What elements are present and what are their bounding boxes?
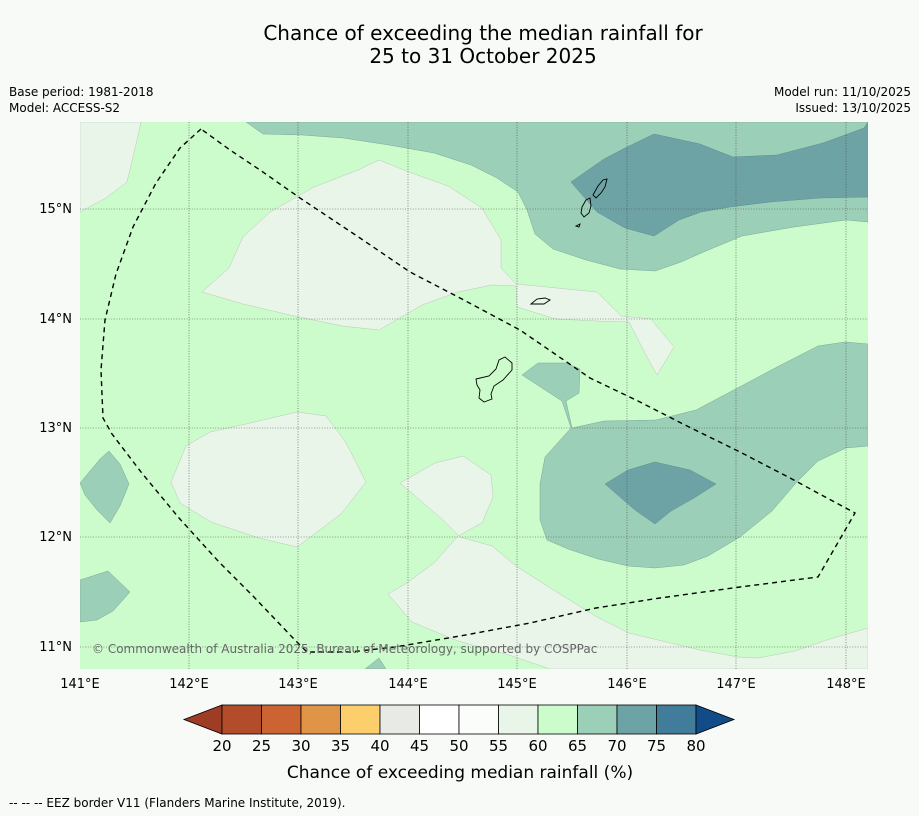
colorbar-tick-50: 50: [449, 737, 468, 755]
colorbar-box-40-45: [379, 704, 420, 735]
model-run: Model run: 11/10/2025: [773, 85, 911, 99]
colorbar-tick-20: 20: [212, 737, 231, 755]
footer-legend: -- -- -- EEZ border V11 (Flanders Marine…: [9, 796, 346, 810]
colorbar-tick-60: 60: [528, 737, 547, 755]
tinian-island: [580, 197, 592, 218]
eez-border: [100, 128, 856, 653]
lon-labels: 141°E 142°E 143°E 144°E 145°E 146°E 147°…: [60, 677, 866, 692]
colorbar-box-55-60: [498, 704, 539, 735]
colorbar-tick-80: 80: [686, 737, 705, 755]
lon-label-148e: 148°E: [826, 677, 866, 692]
meta-right: Model run: 11/10/2025 Issued: 13/10/2025: [774, 84, 911, 116]
region-55-60-north: [201, 159, 675, 376]
lat-labels: 15°N 14°N 13°N 12°N 11°N: [39, 202, 72, 655]
lon-label-141e: 141°E: [60, 677, 100, 692]
title-line-2: 25 to 31 October 2025: [369, 44, 597, 68]
base-period: Base period: 1981-2018: [9, 85, 154, 99]
colorbar-box-60-65: [537, 704, 578, 735]
colorbar: 20 25 30 35 40 45 50 55 60 65 70 75 80 Chance of exc…: [182, 704, 736, 783]
lat-label-12n: 12°N: [39, 530, 72, 545]
region-55-60-nw-corner: [80, 122, 142, 213]
region-65-70-bottom-tip: [364, 657, 387, 669]
colorbar-box-25-30: [261, 704, 302, 735]
title-line-1: Chance of exceeding the median rainfall …: [263, 21, 703, 45]
meta-left: Base period: 1981-2018 Model: ACCESS-S2: [9, 84, 154, 116]
colorbar-extend-low: [182, 704, 223, 735]
colorbar-tick-70: 70: [607, 737, 626, 755]
region-55-60-west: [170, 411, 367, 548]
region-70-75-north: [570, 122, 868, 237]
islands: [475, 178, 608, 403]
colorbar-tick-45: 45: [410, 737, 429, 755]
colorbar-tick-25: 25: [252, 737, 271, 755]
colorbar-box-50-55: [458, 704, 499, 735]
lat-label-15n: 15°N: [39, 202, 72, 217]
colorbar-box-20-25: [221, 704, 262, 735]
region-70-75-south: [604, 461, 717, 525]
lon-label-144e: 144°E: [388, 677, 428, 692]
map-panel: © Commonwealth of Australia 2025, Bureau…: [80, 122, 868, 669]
colorbar-tick-75: 75: [647, 737, 666, 755]
colorbar-box-30-35: [300, 704, 341, 735]
lon-label-142e: 142°E: [169, 677, 209, 692]
colorbar-title: Chance of exceeding median rainfall (%): [287, 763, 633, 783]
guam-island: [475, 356, 513, 403]
lat-label-11n: 11°N: [39, 640, 72, 655]
colorbar-box-45-50: [419, 704, 460, 735]
lon-label-145e: 145°E: [497, 677, 537, 692]
region-65-70-west-blob: [80, 450, 130, 524]
saipan-island: [592, 178, 608, 199]
colorbar-box-35-40: [340, 704, 381, 735]
lat-label-14n: 14°N: [39, 312, 72, 327]
region-55-60-south: [387, 455, 868, 669]
regions-55-60: [80, 122, 868, 669]
model-name: Model: ACCESS-S2: [9, 101, 121, 115]
colorbar-tick-65: 65: [568, 737, 587, 755]
issued-date: Issued: 13/10/2025: [795, 101, 911, 115]
lon-label-143e: 143°E: [278, 677, 318, 692]
colorbar-extend-high: [695, 704, 736, 735]
colorbar-tick-40: 40: [370, 737, 389, 755]
colorbar-tick-35: 35: [331, 737, 350, 755]
colorbar-tick-30: 30: [291, 737, 310, 755]
colorbar-box-75-80: [656, 704, 697, 735]
copyright: © Commonwealth of Australia 2025, Bureau…: [92, 642, 597, 656]
chart-title: Chance of exceeding the median rainfall …: [0, 22, 919, 68]
colorbar-box-65-70: [577, 704, 618, 735]
rota-island: [529, 297, 551, 305]
region-65-70-east: [521, 341, 868, 569]
lon-label-147e: 147°E: [716, 677, 756, 692]
colorbar-box-70-75: [616, 704, 657, 735]
gridlines: [80, 122, 868, 669]
aguijan-island: [574, 223, 581, 228]
region-65-70-sw-blob: [80, 570, 131, 623]
colorbar-tick-55: 55: [489, 737, 508, 755]
lat-label-13n: 13°N: [39, 421, 72, 436]
regions-70-75: [570, 122, 868, 525]
lon-label-146e: 146°E: [607, 677, 647, 692]
